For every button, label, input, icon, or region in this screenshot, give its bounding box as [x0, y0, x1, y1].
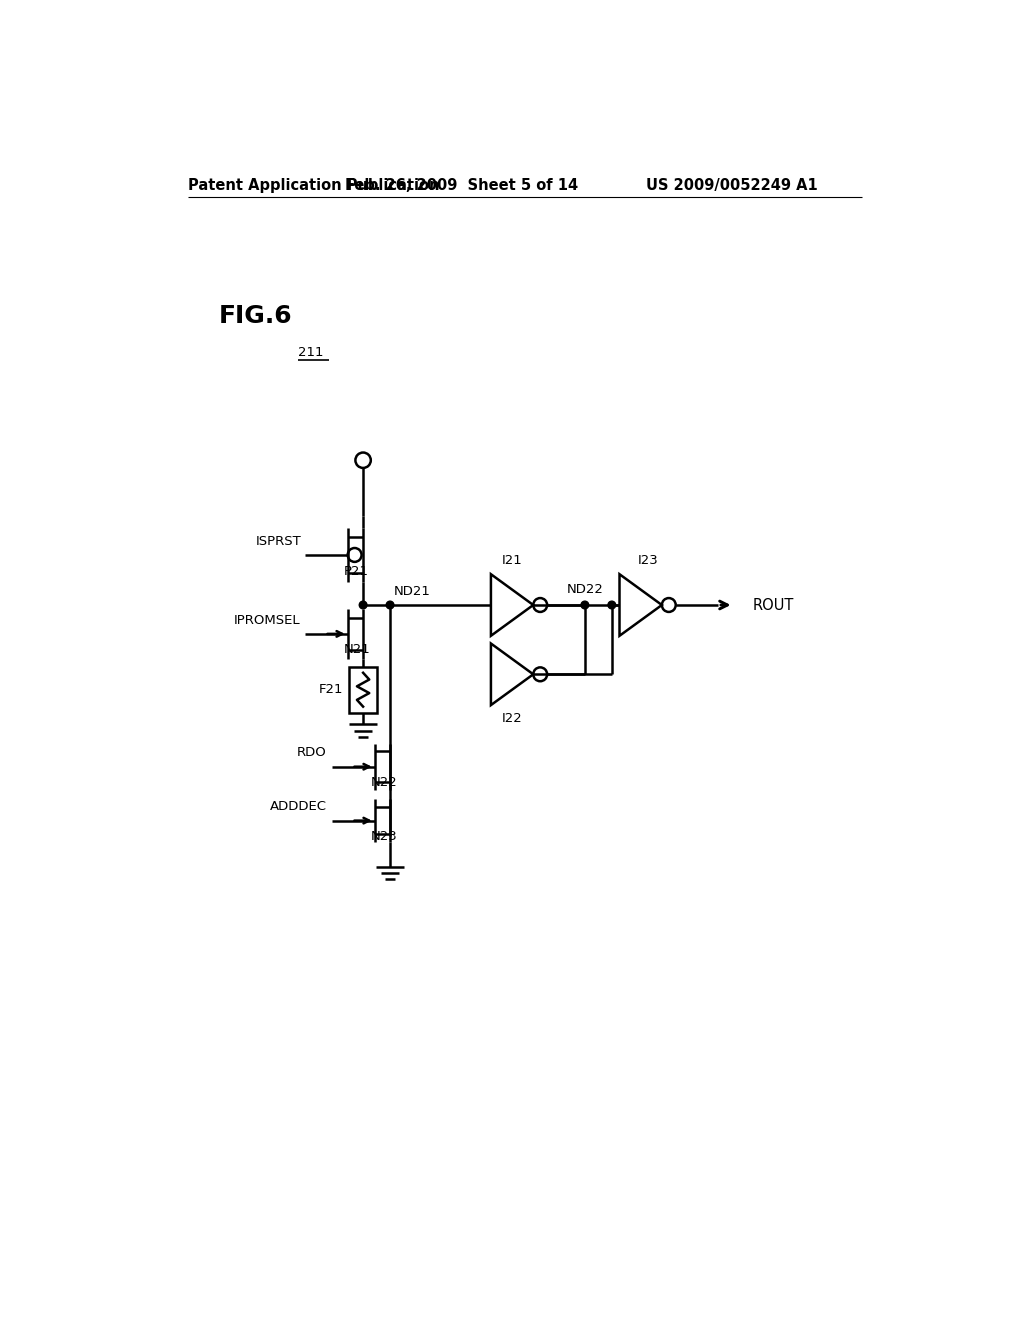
Text: US 2009/0052249 A1: US 2009/0052249 A1	[646, 178, 818, 193]
Text: ADDDEC: ADDDEC	[270, 800, 327, 813]
Polygon shape	[490, 644, 534, 705]
Text: FIG.6: FIG.6	[219, 304, 293, 329]
Bar	[349, 667, 377, 713]
Circle shape	[581, 601, 589, 609]
Text: ND21: ND21	[394, 585, 431, 598]
Text: N23: N23	[371, 829, 397, 842]
Text: P21: P21	[344, 565, 369, 578]
Text: I23: I23	[638, 554, 658, 566]
Text: 211: 211	[298, 346, 324, 359]
Text: I22: I22	[502, 713, 522, 726]
Text: N21: N21	[344, 643, 371, 656]
Text: ISPRST: ISPRST	[256, 535, 301, 548]
Text: N22: N22	[371, 776, 397, 788]
Circle shape	[386, 601, 394, 609]
Polygon shape	[620, 574, 662, 636]
Text: Patent Application Publication: Patent Application Publication	[188, 178, 440, 193]
Text: IPROMSEL: IPROMSEL	[233, 614, 300, 627]
Text: RDO: RDO	[297, 746, 327, 759]
Text: ND22: ND22	[566, 583, 603, 597]
Text: F21: F21	[318, 684, 343, 696]
Circle shape	[359, 601, 367, 609]
Text: ROUT: ROUT	[753, 598, 794, 612]
Text: I21: I21	[502, 554, 522, 566]
Text: Feb. 26, 2009  Sheet 5 of 14: Feb. 26, 2009 Sheet 5 of 14	[345, 178, 579, 193]
Circle shape	[608, 601, 615, 609]
Polygon shape	[490, 574, 534, 636]
